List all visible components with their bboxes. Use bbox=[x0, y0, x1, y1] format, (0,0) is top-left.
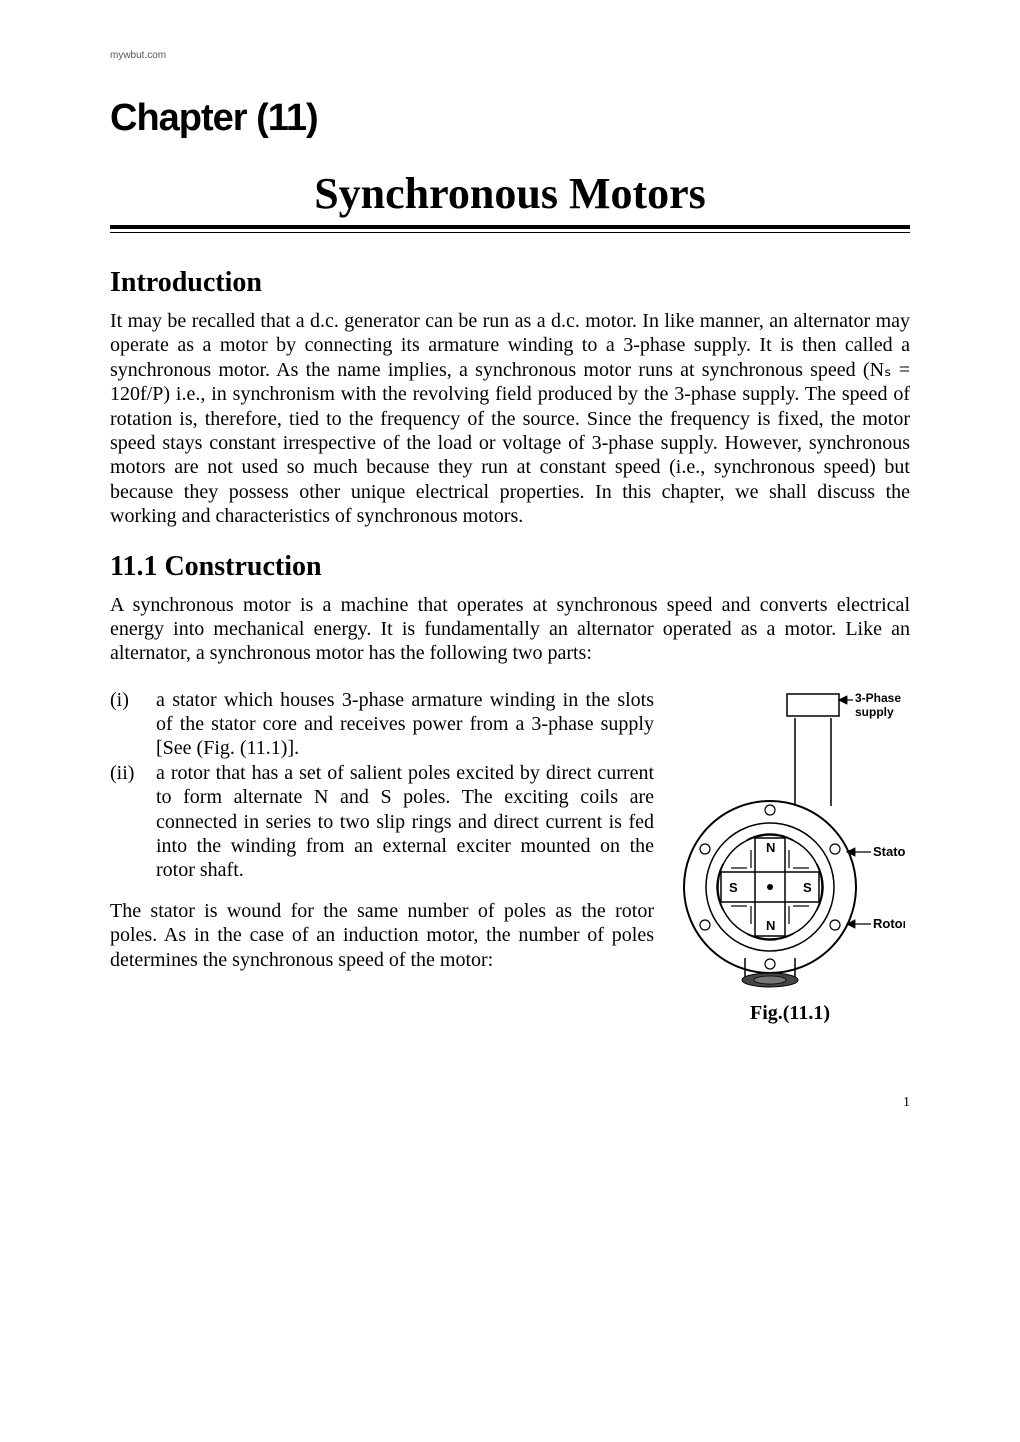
north-pole-label-bottom: N bbox=[766, 918, 775, 933]
construction-heading: 11.1 Construction bbox=[110, 551, 910, 583]
site-header: mywbut.com bbox=[110, 50, 910, 61]
chapter-label: Chapter (11) bbox=[110, 97, 910, 140]
rotor-label: Rotor bbox=[873, 916, 905, 931]
closing-paragraph: The stator is wound for the same number … bbox=[110, 899, 654, 972]
figure-column: 3-Phase supply bbox=[670, 688, 910, 1025]
intro-body: It may be recalled that a d.c. generator… bbox=[110, 309, 910, 529]
list-item: (i) a stator which houses 3-phase armatu… bbox=[110, 688, 654, 761]
page-number: 1 bbox=[110, 1095, 910, 1111]
synchronous-motor-figure: 3-Phase supply bbox=[675, 692, 905, 992]
supply-label-line2: supply bbox=[855, 705, 894, 719]
figure-caption: Fig.(11.1) bbox=[750, 1002, 830, 1025]
list-item: (ii) a rotor that has a set of salient p… bbox=[110, 761, 654, 883]
title-rule bbox=[110, 225, 910, 233]
stator-label: Stator bbox=[873, 844, 905, 859]
supply-label-line1: 3-Phase bbox=[855, 692, 901, 705]
list-marker: (ii) bbox=[110, 761, 156, 883]
list-text: a rotor that has a set of salient poles … bbox=[156, 761, 654, 883]
slip-rings bbox=[742, 958, 798, 987]
supply-box bbox=[787, 694, 839, 716]
construction-list: (i) a stator which houses 3-phase armatu… bbox=[110, 688, 654, 883]
construction-left-column: (i) a stator which houses 3-phase armatu… bbox=[110, 688, 654, 1025]
chapter-title-wrap: Synchronous Motors bbox=[110, 168, 910, 219]
construction-body: A synchronous motor is a machine that op… bbox=[110, 593, 910, 666]
list-marker: (i) bbox=[110, 688, 156, 761]
south-pole-label-right: S bbox=[803, 880, 812, 895]
chapter-title: Synchronous Motors bbox=[314, 168, 706, 219]
south-pole-label-left: S bbox=[729, 880, 738, 895]
list-text: a stator which houses 3-phase armature w… bbox=[156, 688, 654, 761]
construction-two-column: (i) a stator which houses 3-phase armatu… bbox=[110, 688, 910, 1025]
north-pole-label-top: N bbox=[766, 840, 775, 855]
intro-heading: Introduction bbox=[110, 267, 910, 299]
